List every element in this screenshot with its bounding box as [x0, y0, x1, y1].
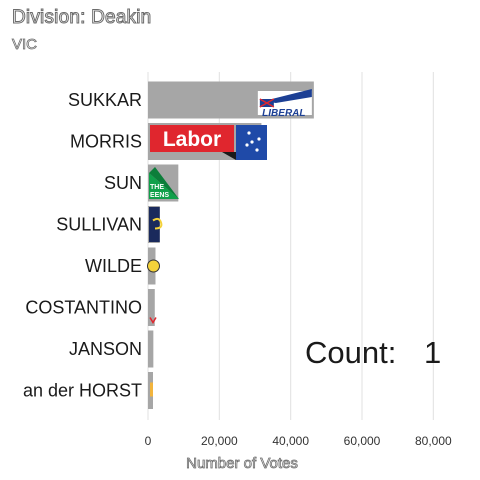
chart-subtitle: VIC — [12, 36, 38, 54]
x-axis-label: Number of Votes — [186, 455, 298, 472]
x-tick-label: 20,000 — [201, 434, 238, 448]
x-tick-label: 60,000 — [344, 434, 381, 448]
category-label: COSTANTINO — [25, 298, 142, 318]
bar — [148, 289, 155, 326]
category-label: WILDE — [85, 256, 142, 276]
category-label: an der HORST — [23, 381, 142, 401]
category-label: SUN — [104, 173, 142, 193]
party-logo-icon — [146, 259, 160, 273]
party-logo-icon — [150, 382, 153, 397]
count-label: Count: — [305, 335, 396, 370]
category-label: SUKKAR — [68, 90, 142, 110]
chart-title: Division: Deakin — [11, 7, 152, 29]
party-logo-icon — [149, 317, 157, 324]
svg-text:LIBERAL: LIBERAL — [262, 108, 305, 119]
x-tick-label: 0 — [145, 434, 152, 448]
x-axis-ticks: 0 20,000 40,000 60,000 80,000 — [145, 434, 452, 448]
category-label: JANSON — [69, 339, 142, 359]
category-label: SULLIVAN — [56, 215, 142, 235]
count-value: 1 — [424, 335, 441, 370]
category-label: MORRIS — [70, 132, 142, 152]
category-labels: SUKKAR MORRIS SUN SULLIVAN WILDE COSTANTINO JA… — [23, 90, 142, 401]
x-tick-label: 80,000 — [415, 434, 452, 448]
svg-text:EENS: EENS — [150, 192, 169, 199]
bar — [148, 330, 154, 368]
x-tick-label: 40,000 — [272, 434, 309, 448]
svg-text:Labor: Labor — [163, 128, 221, 151]
party-logo-icon — [149, 207, 163, 242]
svg-text:THE: THE — [150, 184, 164, 191]
liberal-logo-icon: LIBERAL — [257, 89, 312, 119]
labor-logo-icon: Labor — [150, 125, 267, 160]
